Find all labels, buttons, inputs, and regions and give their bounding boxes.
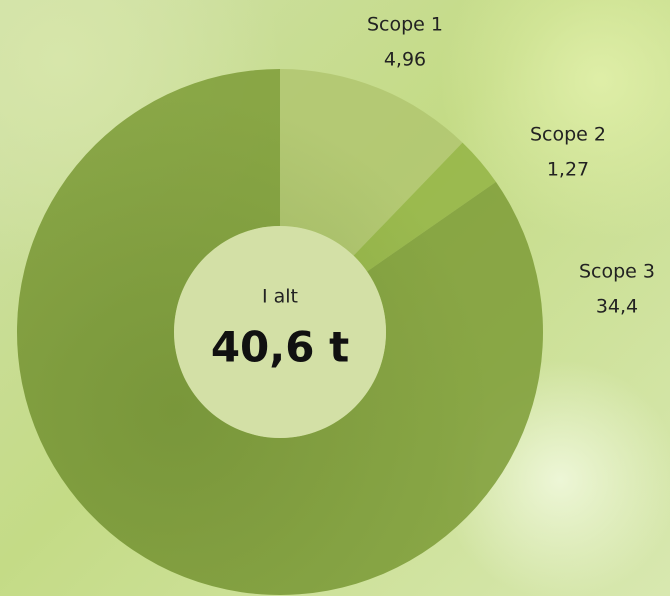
slice-value-label: 4,96 (384, 49, 426, 71)
center-title: I alt (262, 286, 298, 308)
slice-value-label: 1,27 (547, 159, 589, 181)
slice-label: Scope 3 (579, 261, 655, 283)
chart: I alt 40,6 t Scope 1 4,96 Scope 2 1,27 Scope… (0, 0, 670, 596)
slice-label: Scope 2 (530, 124, 606, 146)
center-total: 40,6 t (211, 323, 349, 372)
slice-value-label: 34,4 (596, 296, 638, 318)
slice-label: Scope 1 (367, 14, 443, 36)
